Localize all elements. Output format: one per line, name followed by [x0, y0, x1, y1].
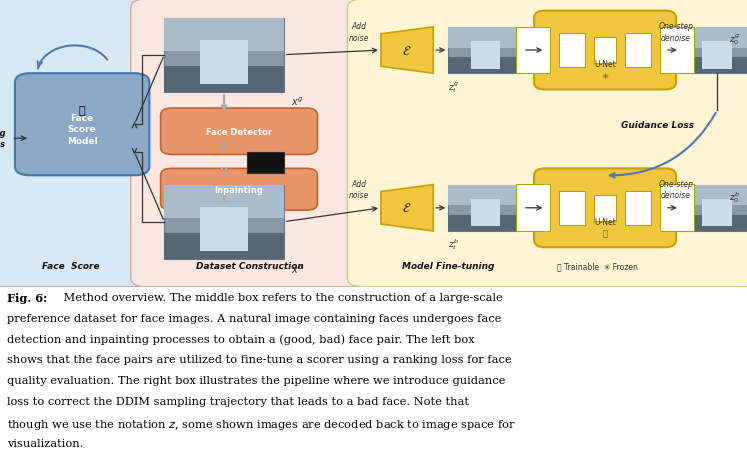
- Bar: [559, 192, 585, 225]
- FancyBboxPatch shape: [161, 169, 317, 211]
- Text: Add
noise: Add noise: [348, 180, 369, 200]
- Text: 🔥: 🔥: [603, 229, 607, 238]
- FancyBboxPatch shape: [534, 169, 676, 248]
- Bar: [680, 28, 747, 49]
- FancyBboxPatch shape: [0, 0, 153, 287]
- Bar: [516, 185, 550, 232]
- Bar: [164, 185, 284, 259]
- Text: though we use the notation $z$, some shown images are decoded back to image spac: though we use the notation $z$, some sho…: [7, 417, 516, 431]
- FancyBboxPatch shape: [347, 0, 747, 287]
- Polygon shape: [381, 185, 433, 232]
- Bar: [200, 41, 248, 85]
- Bar: [164, 233, 284, 259]
- Bar: [680, 185, 747, 232]
- Text: One-step
denoise: One-step denoise: [659, 22, 693, 43]
- Text: shows that the face pairs are utilized to fine-tune a scorer using a ranking los: shows that the face pairs are utilized t…: [7, 355, 512, 364]
- Text: U-Net: U-Net: [594, 60, 616, 69]
- Bar: [625, 192, 651, 225]
- Bar: [594, 195, 616, 221]
- Bar: [164, 185, 284, 219]
- Text: Fig. 6:: Fig. 6:: [7, 292, 48, 303]
- Text: $z_0^b$: $z_0^b$: [728, 190, 740, 205]
- Text: 🔥: 🔥: [79, 106, 85, 116]
- Bar: [471, 42, 500, 69]
- Bar: [594, 38, 616, 64]
- Bar: [448, 28, 523, 49]
- Text: $x^b$: $x^b$: [291, 262, 304, 275]
- Bar: [448, 185, 523, 206]
- FancyBboxPatch shape: [131, 0, 370, 287]
- Text: $z_0^g$: $z_0^g$: [728, 32, 740, 47]
- Bar: [471, 199, 500, 227]
- Bar: [680, 215, 747, 232]
- Text: Ranking
Loss: Ranking Loss: [0, 129, 6, 149]
- Bar: [164, 19, 284, 52]
- Text: One-step
denoise: One-step denoise: [659, 180, 693, 200]
- Text: Guidance Loss: Guidance Loss: [621, 120, 694, 130]
- Text: loss to correct the DDIM sampling trajectory that leads to a bad face. Note that: loss to correct the DDIM sampling trajec…: [7, 396, 469, 406]
- Text: Add
noise: Add noise: [348, 22, 369, 43]
- Text: Method overview. The middle box refers to the construction of a large-scale: Method overview. The middle box refers t…: [61, 292, 503, 302]
- Text: Face Detector: Face Detector: [206, 127, 272, 137]
- Text: $x^g$: $x^g$: [291, 95, 304, 107]
- Polygon shape: [381, 28, 433, 74]
- Text: 🔥 Trainable  ✳ Frozen: 🔥 Trainable ✳ Frozen: [557, 262, 638, 271]
- Text: Inpainting: Inpainting: [214, 185, 264, 194]
- Bar: [702, 42, 732, 69]
- Bar: [680, 28, 747, 74]
- Bar: [448, 28, 523, 74]
- Text: visualization.: visualization.: [7, 438, 84, 448]
- Bar: [625, 34, 651, 68]
- FancyBboxPatch shape: [534, 12, 676, 90]
- Bar: [448, 58, 523, 74]
- Bar: [448, 215, 523, 232]
- Text: ✳: ✳: [601, 72, 609, 81]
- Text: Dataset Construction: Dataset Construction: [196, 262, 304, 271]
- Bar: [164, 19, 284, 93]
- FancyBboxPatch shape: [15, 74, 149, 176]
- Text: $z_t^g$: $z_t^g$: [448, 80, 459, 94]
- Bar: [247, 153, 284, 174]
- Bar: [164, 67, 284, 93]
- Text: $\mathcal{E}$: $\mathcal{E}$: [403, 44, 412, 57]
- Text: $\mathcal{E}$: $\mathcal{E}$: [403, 202, 412, 215]
- FancyBboxPatch shape: [161, 109, 317, 155]
- Bar: [680, 185, 747, 206]
- Bar: [660, 185, 694, 232]
- Bar: [448, 185, 523, 232]
- Bar: [200, 207, 248, 252]
- Text: $z_t^b$: $z_t^b$: [448, 237, 459, 252]
- Bar: [702, 199, 732, 227]
- Text: detection and inpainting processes to obtain a (good, bad) face pair. The left b: detection and inpainting processes to ob…: [7, 334, 475, 344]
- Text: quality evaluation. The right box illustrates the pipeline where we introduce gu: quality evaluation. The right box illust…: [7, 375, 506, 385]
- Text: Face  Score: Face Score: [42, 262, 100, 271]
- Text: Face
Score
Model: Face Score Model: [66, 113, 98, 146]
- Text: Model Fine-tuning: Model Fine-tuning: [402, 262, 495, 271]
- Bar: [516, 28, 550, 74]
- Bar: [660, 28, 694, 74]
- Text: U-Net: U-Net: [594, 218, 616, 227]
- Bar: [680, 58, 747, 74]
- Text: preference dataset for face images. A natural image containing faces undergoes f: preference dataset for face images. A na…: [7, 313, 502, 323]
- Bar: [559, 34, 585, 68]
